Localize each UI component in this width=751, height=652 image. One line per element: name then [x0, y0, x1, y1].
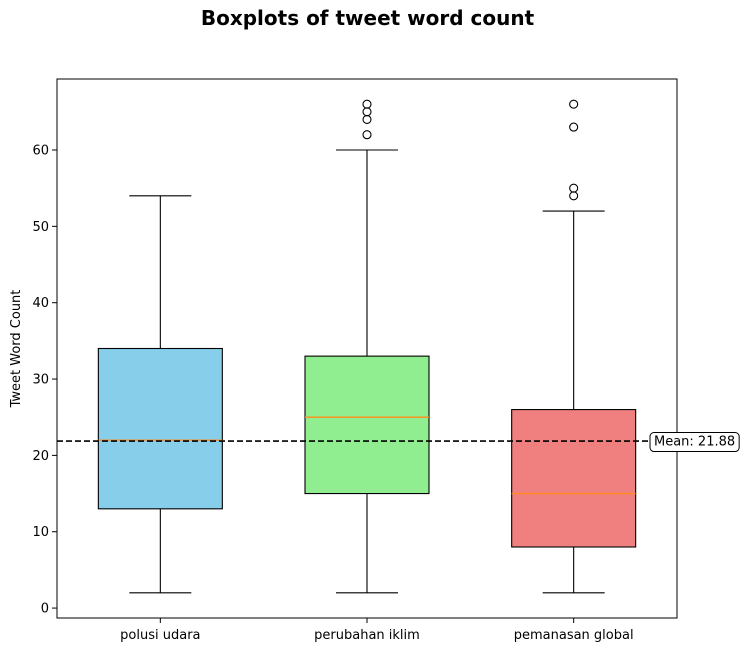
outlier-point: [569, 183, 579, 193]
y-tick-label: 40: [32, 296, 49, 311]
plot-frame: [56, 78, 678, 619]
y-tick-label: 0: [41, 602, 49, 617]
y-axis-label: Tweet Word Count: [9, 290, 24, 409]
box-1: [304, 355, 430, 495]
x-tick-label: polusi udara: [120, 628, 200, 643]
mean-label: Mean: 21.88: [654, 435, 735, 450]
outlier-point: [569, 191, 579, 201]
y-tick-label: 10: [32, 525, 49, 540]
outlier-point: [362, 130, 372, 140]
y-tick-label: 30: [32, 373, 49, 388]
outlier-point: [362, 107, 372, 117]
chart-title: Boxplots of tweet word count: [200, 6, 535, 30]
box-0: [97, 347, 223, 510]
y-tick-label: 50: [32, 220, 49, 235]
y-tick-label: 20: [32, 449, 49, 464]
mean-label-box: [649, 432, 740, 453]
box-2: [511, 409, 637, 548]
outlier-point: [569, 122, 579, 132]
outlier-point: [569, 99, 579, 109]
x-tick-label: perubahan iklim: [314, 628, 420, 643]
x-tick-label: pemanasan global: [514, 628, 634, 643]
outlier-point: [362, 114, 372, 125]
outlier-point: [362, 99, 372, 109]
y-tick-label: 60: [32, 144, 49, 159]
